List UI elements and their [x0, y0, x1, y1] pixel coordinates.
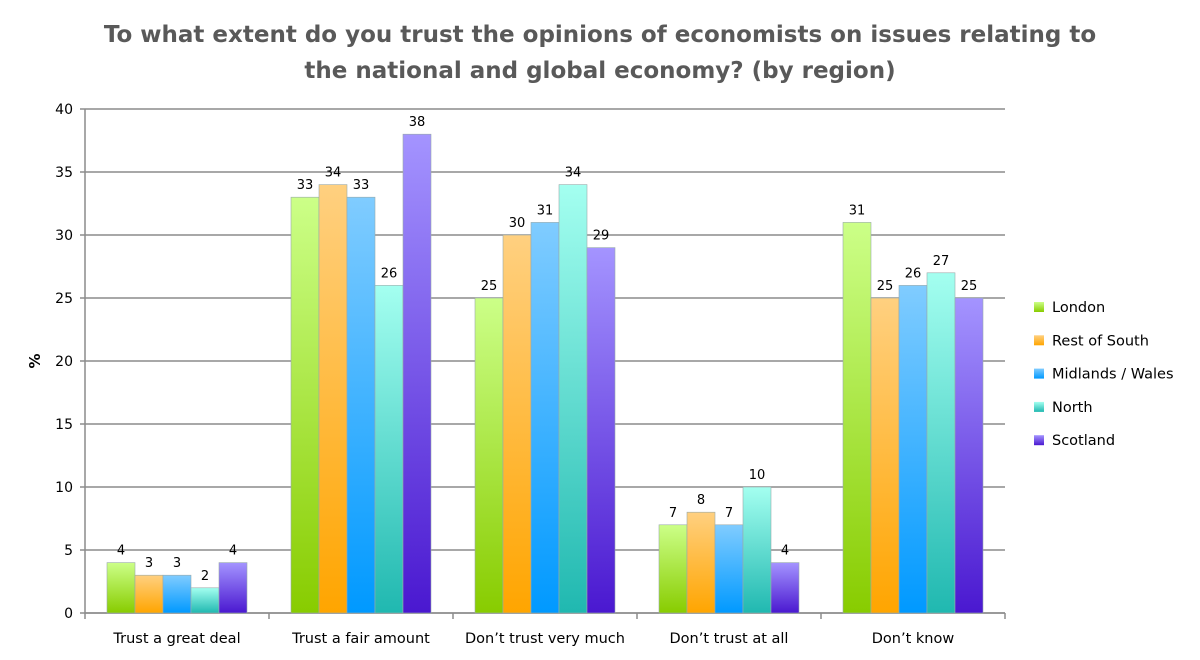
y-tick-label: 15 — [55, 417, 73, 433]
data-label: 25 — [961, 279, 978, 294]
bar — [290, 196, 320, 614]
bar — [530, 222, 560, 614]
data-label: 7 — [669, 506, 677, 521]
bar — [134, 574, 164, 614]
bar — [346, 196, 376, 614]
bar — [898, 285, 928, 614]
data-label: 25 — [481, 279, 498, 294]
data-label: 8 — [697, 493, 705, 508]
data-label: 38 — [409, 115, 426, 130]
legend-label: Midlands / Wales — [1052, 367, 1174, 383]
data-label: 27 — [933, 254, 950, 269]
y-tick-label: 25 — [55, 291, 73, 307]
bar — [586, 247, 616, 614]
legend-label: Rest of South — [1052, 333, 1149, 349]
data-label: 3 — [145, 556, 153, 571]
bar — [926, 272, 956, 614]
y-tick-label: 20 — [55, 354, 73, 370]
data-label: 31 — [849, 203, 866, 218]
bar — [502, 234, 532, 614]
data-label: 34 — [565, 166, 582, 181]
data-label: 4 — [117, 544, 125, 559]
bar — [190, 587, 220, 614]
legend-swatch — [1034, 435, 1044, 446]
bar — [558, 184, 588, 614]
legend-swatch — [1034, 368, 1044, 379]
data-label: 26 — [905, 266, 922, 281]
chart-title-line-2: the national and global economy? (by reg… — [304, 58, 895, 84]
data-label: 33 — [297, 178, 314, 193]
x-tick-label: Don’t trust very much — [465, 631, 625, 647]
bar — [842, 222, 872, 614]
data-label: 2 — [201, 569, 209, 584]
bar — [374, 285, 404, 614]
bar — [714, 524, 744, 614]
legend-label: London — [1052, 300, 1105, 316]
data-label: 25 — [877, 279, 894, 294]
x-tick-label: Trust a great deal — [112, 631, 240, 647]
data-label: 3 — [173, 556, 181, 571]
data-label: 7 — [725, 506, 733, 521]
y-tick-label: 5 — [64, 543, 73, 559]
bar — [686, 511, 716, 614]
y-tick-label: 40 — [55, 102, 73, 118]
y-axis-label: % — [26, 353, 44, 368]
legend-swatch — [1034, 335, 1044, 346]
legend-swatch — [1034, 401, 1044, 412]
x-tick-label: Don’t know — [872, 631, 955, 647]
y-tick-label: 30 — [55, 228, 73, 244]
bar — [474, 297, 504, 614]
chart-title-line-1: To what extent do you trust the opinions… — [104, 22, 1096, 48]
data-label: 10 — [749, 468, 766, 483]
y-tick-label: 35 — [55, 165, 73, 181]
data-label: 4 — [229, 544, 237, 559]
bar — [742, 486, 772, 614]
bar — [402, 133, 432, 614]
bar — [770, 562, 800, 614]
legend-label: Scotland — [1052, 433, 1115, 449]
data-label: 31 — [537, 203, 554, 218]
legend-label: North — [1052, 400, 1093, 416]
data-label: 29 — [593, 229, 610, 244]
bar — [954, 297, 984, 614]
bar — [162, 574, 192, 614]
data-label: 4 — [781, 544, 789, 559]
legend-swatch — [1034, 302, 1044, 312]
x-tick-label: Don’t trust at all — [670, 631, 789, 647]
data-label: 33 — [353, 178, 370, 193]
bar — [218, 562, 248, 614]
data-label: 34 — [325, 166, 342, 181]
y-tick-label: 0 — [64, 606, 73, 622]
bar — [658, 524, 688, 614]
bar — [106, 562, 136, 614]
x-tick-label: Trust a fair amount — [291, 631, 430, 647]
bar — [318, 184, 348, 614]
data-label: 30 — [509, 216, 526, 231]
bar — [870, 297, 900, 614]
y-tick-label: 10 — [55, 480, 73, 496]
data-label: 26 — [381, 266, 398, 281]
